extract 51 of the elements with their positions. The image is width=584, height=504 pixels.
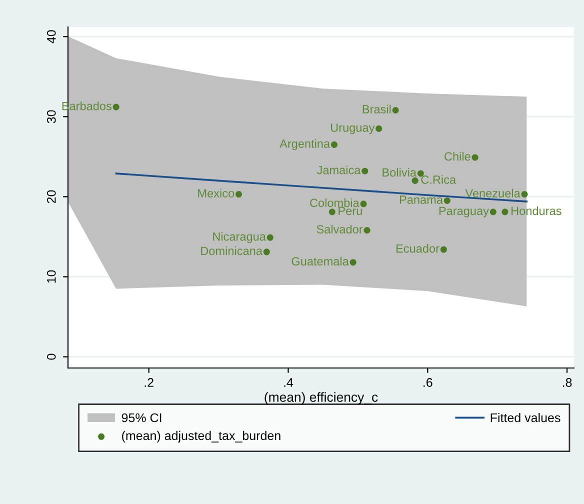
legend-label: Fitted values xyxy=(490,413,560,422)
annotation: Venezuela xyxy=(465,188,520,198)
y-tick-label: 30 xyxy=(46,110,56,124)
annotation: Panama xyxy=(400,196,443,204)
annotation: C.Rica xyxy=(421,175,456,184)
y-tick-label: 20 xyxy=(46,190,56,204)
y-tick-label: 0 xyxy=(46,354,56,360)
annotation: Dominicana xyxy=(201,246,262,256)
annotation: Peru xyxy=(338,206,362,216)
x-tick-label: .2 xyxy=(144,378,154,387)
point xyxy=(444,197,450,204)
point xyxy=(328,208,336,216)
point xyxy=(490,208,496,216)
annotation: Bolivia xyxy=(382,168,416,177)
annotation: Nicaragua xyxy=(213,232,266,244)
annotation: Mexico xyxy=(198,188,234,198)
point xyxy=(440,246,447,253)
point xyxy=(263,248,270,256)
point xyxy=(330,141,338,148)
point xyxy=(360,200,367,208)
annotation: Guatemala xyxy=(292,256,349,266)
point xyxy=(350,259,356,266)
point xyxy=(502,208,508,216)
x-tick-label: .8 xyxy=(562,378,572,387)
annotation: Paraguay xyxy=(439,206,489,218)
point xyxy=(364,227,370,234)
point xyxy=(236,191,242,198)
annotation: Honduras xyxy=(512,206,562,216)
point xyxy=(392,106,399,114)
annotation: Uruguay xyxy=(330,124,375,134)
y-tick-label: 10 xyxy=(46,270,56,283)
annotation: Jamaica xyxy=(316,166,361,174)
annotation: Brasil xyxy=(362,104,391,114)
point xyxy=(362,168,368,174)
annotation: Colombia xyxy=(310,198,360,208)
annotation: Salvador xyxy=(316,224,363,234)
annotation: Argentina xyxy=(280,139,330,150)
annotation: Ecuador xyxy=(396,244,440,253)
x-tick-label: .6 xyxy=(424,378,432,387)
point xyxy=(112,104,120,110)
x-tick-label: .4 xyxy=(284,378,294,387)
annotation: Chile xyxy=(444,152,470,161)
point xyxy=(412,177,418,184)
point xyxy=(472,154,478,161)
legend-label: (mean) adjusted_tax_burden xyxy=(122,430,280,443)
point xyxy=(376,125,382,132)
text: 95% CI xyxy=(122,413,162,422)
y-tick-label: 40 xyxy=(46,30,56,44)
point xyxy=(521,191,528,198)
x-axis-title: (mean) efficiency_c xyxy=(264,392,378,404)
point xyxy=(266,234,274,241)
